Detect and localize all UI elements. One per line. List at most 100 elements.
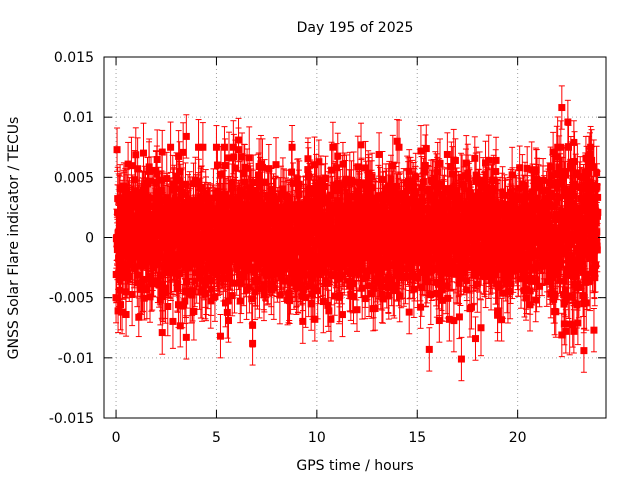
data-point	[125, 272, 133, 280]
data-point	[286, 297, 294, 305]
data-point	[228, 180, 236, 188]
data-point	[275, 195, 283, 203]
data-point	[139, 276, 147, 284]
data-point	[221, 162, 229, 170]
data-point	[131, 240, 139, 248]
data-point	[247, 192, 255, 200]
data-point	[159, 293, 167, 301]
data-point	[229, 143, 237, 151]
data-point	[304, 172, 312, 180]
data-point	[279, 185, 287, 193]
data-point	[128, 291, 136, 299]
data-point	[189, 203, 197, 211]
data-point	[145, 163, 153, 171]
data-point	[163, 194, 171, 202]
data-point	[157, 186, 165, 194]
data-point	[189, 287, 197, 295]
data-point	[118, 203, 126, 211]
data-point	[154, 257, 162, 265]
data-point	[217, 170, 225, 178]
data-point	[285, 223, 293, 231]
data-point	[220, 267, 228, 275]
data-point	[308, 290, 316, 298]
data-point	[118, 272, 126, 280]
data-point	[304, 155, 312, 163]
data-point	[162, 255, 170, 263]
data-point	[303, 206, 311, 214]
data-point	[236, 297, 244, 305]
data-point	[169, 242, 177, 250]
data-point	[314, 287, 322, 295]
data-point	[130, 196, 138, 204]
data-point	[129, 202, 137, 210]
data-point	[238, 190, 246, 198]
data-point	[128, 256, 136, 264]
data-point	[258, 163, 266, 171]
data-point	[126, 208, 134, 216]
data-point	[175, 152, 183, 160]
data-point	[115, 276, 123, 284]
data-point	[164, 303, 172, 311]
data-point	[299, 317, 307, 325]
data-point	[295, 180, 303, 188]
data-point	[247, 264, 255, 272]
data-point	[176, 322, 184, 330]
data-point	[163, 175, 171, 183]
data-point	[273, 270, 281, 278]
data-point	[156, 296, 164, 304]
data-point	[199, 143, 207, 151]
data-point	[134, 194, 142, 202]
data-point	[146, 293, 154, 301]
data-point	[231, 279, 239, 287]
data-point	[191, 277, 199, 285]
data-point	[257, 256, 265, 264]
chart-title: Day 195 of 2025	[297, 20, 414, 36]
data-point	[190, 307, 198, 315]
data-point	[229, 184, 237, 192]
data-point	[264, 220, 272, 228]
data-point	[132, 151, 140, 159]
data-point	[148, 280, 156, 288]
data-point	[195, 178, 203, 186]
data-point	[230, 153, 238, 161]
data-point	[245, 283, 253, 291]
data-point	[280, 277, 288, 285]
data-point	[288, 143, 296, 151]
data-point	[216, 264, 224, 272]
data-point	[272, 161, 280, 169]
data-point	[135, 313, 143, 321]
data-point	[139, 149, 147, 157]
data-point	[131, 265, 139, 273]
data-point	[223, 275, 231, 283]
data-point	[289, 179, 297, 187]
data-point	[320, 199, 328, 207]
data-point	[152, 179, 160, 187]
data-point	[134, 165, 142, 173]
data-point	[260, 284, 268, 292]
data-point	[220, 143, 228, 151]
data-point	[238, 153, 246, 161]
data-point	[137, 285, 145, 293]
data-point	[118, 244, 126, 252]
data-point	[155, 198, 163, 206]
data-point	[223, 308, 231, 316]
data-point	[218, 211, 226, 219]
data-point	[281, 261, 289, 269]
data-point	[221, 190, 229, 198]
data-point	[262, 224, 270, 232]
data-point	[183, 278, 191, 286]
data-point	[179, 148, 187, 156]
data-point	[261, 206, 269, 214]
data-point	[127, 212, 135, 220]
data-point	[243, 164, 251, 172]
data-point	[141, 184, 149, 192]
data-point	[264, 271, 272, 279]
data-point	[206, 201, 214, 209]
data-points	[112, 85, 602, 382]
data-point	[195, 143, 203, 151]
data-point	[202, 192, 210, 200]
data-point	[245, 154, 253, 162]
data-point	[240, 170, 248, 178]
data-point	[191, 176, 199, 184]
data-point	[147, 177, 155, 185]
